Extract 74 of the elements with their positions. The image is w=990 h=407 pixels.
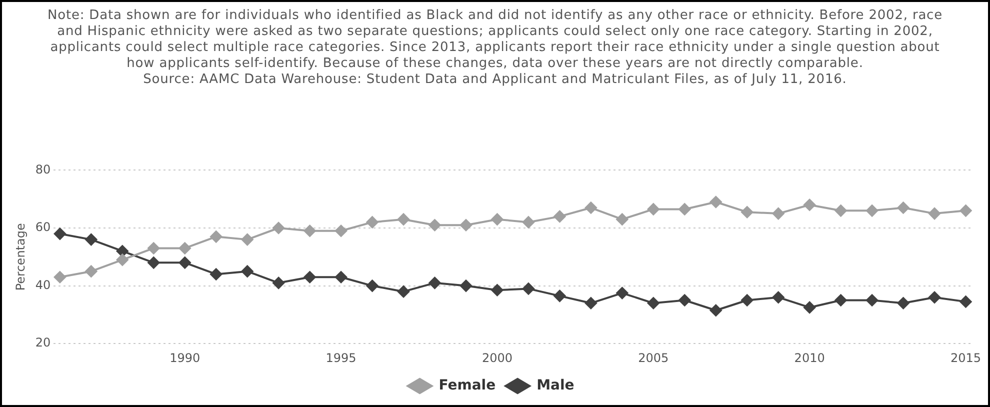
point xyxy=(710,196,722,208)
legend-label: Female xyxy=(438,378,496,394)
text: Note: Data shown are for individuals who identified as Black and did not identify as any other race or ethnicity. Before 2002, race and Hispanic ethnicity were asked as two separate questions; applicants could select only one race category. Starting in 2002, applicants could select multiple race categories. Since 2013, applicants report their race ethnicity under a single question about how applicants self-identify. Because of these changes, data over these years are not directly comparable. xyxy=(46,8,944,72)
point xyxy=(398,213,410,226)
x-tick-label: 2015 xyxy=(950,350,982,365)
point xyxy=(710,304,722,316)
point xyxy=(928,208,941,220)
point xyxy=(678,294,691,306)
x-tick-label: 1995 xyxy=(326,350,356,365)
point xyxy=(554,210,566,222)
point xyxy=(897,202,910,214)
point xyxy=(304,271,316,284)
point xyxy=(460,219,472,232)
point xyxy=(148,256,160,269)
point xyxy=(554,290,566,302)
point xyxy=(804,301,816,314)
point xyxy=(834,294,847,306)
legend-label: Male xyxy=(536,378,574,394)
point xyxy=(772,208,784,220)
point xyxy=(272,222,285,234)
point xyxy=(960,204,972,217)
point xyxy=(241,265,254,278)
point xyxy=(804,198,816,211)
point xyxy=(85,234,98,246)
x-tick-label: 2005 xyxy=(638,350,669,365)
point xyxy=(491,213,504,226)
point xyxy=(678,203,691,216)
point xyxy=(866,204,878,217)
point xyxy=(647,203,660,216)
point xyxy=(54,228,66,240)
point xyxy=(834,204,847,217)
x-tick-label: 2000 xyxy=(482,350,512,365)
point xyxy=(647,297,660,310)
point xyxy=(584,202,597,214)
y-tick-label: 80 xyxy=(35,162,51,176)
y-tick-label: 60 xyxy=(35,220,51,234)
point xyxy=(584,297,597,310)
point xyxy=(428,219,441,232)
point xyxy=(960,296,972,308)
point xyxy=(772,291,784,304)
point xyxy=(116,254,128,266)
point xyxy=(210,230,222,243)
point xyxy=(460,280,472,292)
point xyxy=(428,276,441,289)
source-note: Source: AAMC Data Warehouse: Student Data and Applicant and Matriculant Files, as of July 11, 2016. xyxy=(142,72,848,88)
point xyxy=(616,287,628,300)
point xyxy=(85,265,98,278)
point xyxy=(741,294,754,306)
point xyxy=(304,224,316,237)
point xyxy=(616,213,628,226)
x-tick-label: 1990 xyxy=(170,350,200,365)
point xyxy=(928,291,941,304)
point xyxy=(398,286,410,298)
point xyxy=(241,234,254,246)
point xyxy=(522,216,534,228)
point xyxy=(272,276,285,289)
point xyxy=(178,256,191,269)
point xyxy=(522,282,534,295)
y-tick-label: 20 xyxy=(35,336,51,350)
point xyxy=(178,242,191,254)
point xyxy=(366,216,378,228)
point xyxy=(335,271,348,284)
x-tick-label: 2010 xyxy=(794,350,825,365)
point xyxy=(54,271,66,284)
point xyxy=(335,224,348,237)
point xyxy=(210,268,222,280)
point xyxy=(148,242,160,254)
y-axis-title: Percentage xyxy=(13,223,28,291)
point xyxy=(366,280,378,292)
point xyxy=(491,284,504,296)
point xyxy=(866,294,878,306)
y-tick-label: 40 xyxy=(35,278,51,292)
point xyxy=(897,297,910,310)
point xyxy=(741,206,754,218)
